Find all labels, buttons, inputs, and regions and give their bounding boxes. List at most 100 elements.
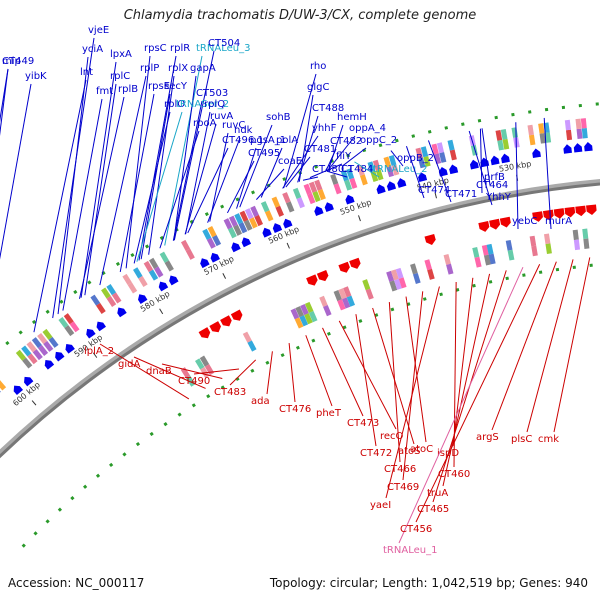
forward-cog-tile (307, 192, 316, 205)
reverse-leader-line (388, 302, 401, 463)
forward-leader-line (326, 135, 356, 172)
forward-cog-tile (386, 166, 395, 178)
forward-gene-label: CT449 (2, 56, 34, 67)
forward-cog-tile (249, 217, 258, 229)
forward-gene-label: rplO (164, 99, 185, 110)
forward-leader-line (260, 147, 283, 198)
forward-cog-tile (359, 174, 368, 186)
forward-gene-arrow (55, 351, 65, 362)
reverse-gene-label: CT465 (417, 504, 449, 515)
forward-cog-tile (223, 218, 233, 230)
forward-cog-tile (372, 159, 381, 171)
forward-gene-label: CT480.1 (312, 164, 354, 175)
reverse-gene-label: CT456 (400, 524, 432, 535)
forward-cog-tile (271, 196, 281, 208)
forward-gene-arrow (376, 184, 386, 195)
forward-cog-tile (286, 201, 295, 213)
forward-leader-line (172, 100, 203, 241)
forward-gene-label: yhhF (312, 123, 337, 134)
forward-leader-line (159, 130, 200, 249)
reverse-gene-arrow (198, 327, 211, 339)
reverse-gene-label: dnaB (146, 366, 172, 377)
forward-gene-label: CT504 (208, 38, 240, 49)
forward-gene-arrow (345, 194, 355, 205)
reverse-cog-tile (304, 301, 314, 314)
reverse-gene-arrow (586, 204, 597, 215)
forward-cog-tile (375, 169, 384, 181)
forward-leader-line (468, 130, 493, 206)
forward-gene-label: rplC (110, 71, 130, 82)
forward-cog-tile (497, 139, 504, 151)
forward-leader-line (236, 147, 257, 209)
inner-guide-ring (21, 262, 600, 548)
reverse-cog-tile (389, 280, 398, 292)
forward-cog-tile (69, 321, 80, 333)
forward-cog-tile (565, 129, 573, 141)
reverse-cog-tile (573, 239, 581, 251)
reverse-leader-line (405, 296, 427, 443)
forward-leader-line (187, 147, 229, 234)
forward-gene-label: rplX (168, 63, 188, 74)
reverse-gene-arrow (209, 321, 222, 333)
forward-cog-tile (383, 156, 392, 168)
forward-leader-line (427, 140, 452, 203)
forward-leader-line (138, 55, 177, 261)
forward-gene-arrow (283, 218, 293, 229)
reverse-cog-tile (343, 286, 352, 298)
reverse-gene-arrow (542, 209, 554, 221)
forward-cog-tile (391, 164, 400, 176)
forward-cog-tile (101, 287, 111, 299)
reverse-cog-tile (474, 256, 482, 268)
forward-gene-label: rplQ (204, 99, 225, 110)
reverse-leader-line (229, 359, 257, 386)
reverse-cog-tile (323, 305, 332, 317)
reverse-gene-label: CT469 (387, 482, 419, 493)
reverse-leader-line (372, 307, 415, 445)
forward-gene-label: rplB (118, 84, 138, 95)
forward-leader-line (62, 98, 103, 311)
forward-cog-tile (264, 210, 274, 222)
forward-cog-tile (111, 292, 122, 304)
forward-cog-tile (439, 152, 447, 163)
forward-cog-tile (228, 215, 238, 227)
forward-gene-label: yebC (512, 216, 537, 227)
reverse-cog-tile (204, 364, 215, 376)
reverse-gene-arrow (220, 315, 232, 327)
scale-tick-mark (358, 215, 361, 222)
forward-cog-tile (0, 379, 7, 391)
reverse-gene-label: ada (251, 396, 270, 407)
reverse-gene-arrow (478, 221, 490, 232)
reverse-gene-label: CT460 (438, 469, 470, 480)
reverse-cog-tile (394, 278, 402, 290)
forward-cog-tile (63, 313, 74, 325)
reverse-gene-label: CT473 (347, 418, 379, 429)
forward-cog-tile (64, 325, 75, 337)
forward-leader-line (33, 79, 87, 333)
forward-cog-tile (21, 345, 32, 357)
forward-cog-tile (447, 139, 455, 151)
reverse-leader-line (398, 266, 524, 544)
forward-cog-tile (233, 224, 243, 236)
forward-cog-tile (282, 192, 291, 204)
reverse-gene-label: CT490 (178, 376, 210, 387)
forward-cog-tile (127, 282, 138, 294)
forward-gene-arrow (386, 181, 397, 191)
forward-cog-tile (244, 208, 254, 220)
forward-cog-tile (164, 260, 174, 272)
forward-gene-label: vjeE (88, 25, 109, 36)
reverse-gene-label: CT472 (360, 448, 392, 459)
forward-gene-arrow (563, 144, 572, 154)
reverse-gene-label: yaeI (370, 500, 391, 511)
reverse-cog-tile (304, 313, 313, 325)
forward-cog-tile (431, 143, 439, 155)
forward-gene-arrow (449, 164, 459, 175)
forward-cog-tile (539, 133, 546, 144)
reverse-leader-line (452, 277, 474, 447)
forward-gene-arrow (86, 328, 96, 339)
reverse-gene-label: gidA (118, 359, 140, 370)
reverse-cog-tile (410, 263, 418, 275)
forward-cog-tile (317, 188, 326, 201)
forward-leader-line (297, 115, 319, 183)
forward-gene-label: oppC_2 (360, 135, 397, 146)
reverse-leader-line (161, 363, 223, 379)
